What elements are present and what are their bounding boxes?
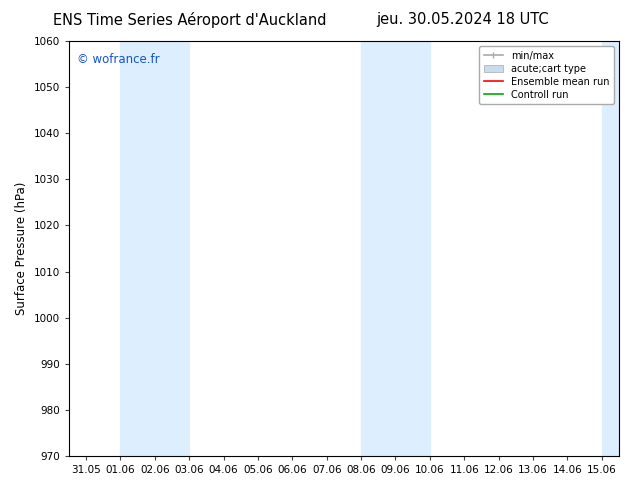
Bar <box>120 41 189 456</box>
Bar <box>602 41 634 456</box>
Legend: min/max, acute;cart type, Ensemble mean run, Controll run: min/max, acute;cart type, Ensemble mean … <box>479 46 614 104</box>
Bar <box>361 41 430 456</box>
Y-axis label: Surface Pressure (hPa): Surface Pressure (hPa) <box>15 182 28 315</box>
Text: ENS Time Series Aéroport d'Auckland: ENS Time Series Aéroport d'Auckland <box>53 12 327 28</box>
Text: jeu. 30.05.2024 18 UTC: jeu. 30.05.2024 18 UTC <box>377 12 549 27</box>
Text: © wofrance.fr: © wofrance.fr <box>77 53 160 67</box>
